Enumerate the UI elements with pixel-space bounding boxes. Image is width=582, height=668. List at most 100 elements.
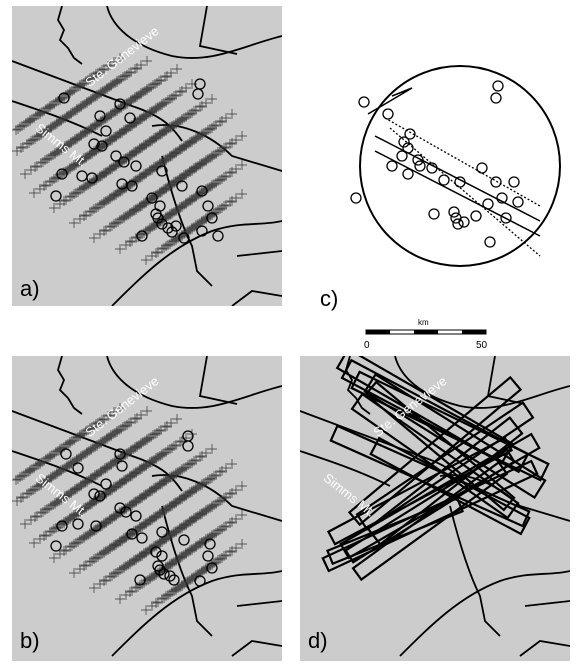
grid-cross: [112, 426, 122, 436]
epicenter-circle: [156, 550, 168, 562]
grid-cross: [161, 241, 171, 251]
epicenter-circle: [196, 225, 208, 237]
epicenter-circle: [130, 510, 142, 522]
grid-cross: [197, 479, 207, 489]
grid-cross: [130, 64, 140, 74]
grid-cross: [185, 195, 195, 205]
grid-cross: [145, 107, 155, 117]
epicenter-circle: [194, 575, 206, 587]
epicenter-circle: [130, 160, 142, 172]
grid-cross: [139, 461, 149, 471]
epicenter-circle: [426, 162, 438, 174]
grid-cross: [36, 479, 46, 489]
grid-cross: [159, 534, 169, 544]
grid-crosses-a: [12, 53, 247, 265]
epicenter-circle: [88, 138, 100, 150]
grid-cross: [110, 456, 120, 466]
grid-cross: [119, 533, 129, 543]
grid-cross: [149, 162, 159, 172]
grid-cross: [118, 72, 128, 82]
grid-cross: [15, 122, 25, 132]
grid-cross: [148, 80, 158, 90]
grid-cross: [97, 415, 107, 425]
epicenter-circle: [398, 136, 410, 148]
geology-line: [449, 505, 501, 637]
grid-cross: [30, 512, 40, 522]
grid-cross: [149, 483, 159, 493]
panel-label-a: a): [20, 276, 40, 301]
grid-cross: [166, 418, 176, 428]
grid-cross: [165, 559, 175, 569]
grid-cross: [160, 422, 170, 432]
epicenter-circle: [114, 502, 126, 514]
grid-cross: [139, 548, 149, 558]
geology-lines-b: [12, 356, 282, 657]
fault-rectangle: [326, 496, 464, 566]
geology-line: [161, 155, 213, 287]
grid-cross: [65, 437, 75, 447]
grid-cross: [231, 164, 241, 174]
epicenter-circle: [484, 236, 496, 248]
epicenter-circle: [402, 142, 414, 154]
epicenter-circles-c: [350, 80, 524, 248]
grid-cross: [89, 496, 99, 506]
grid-cross: [197, 129, 207, 139]
grid-cross: [142, 434, 152, 444]
epicenter-circle: [50, 540, 62, 552]
grid-cross: [119, 475, 129, 485]
grid-cross: [171, 468, 181, 478]
epicenter-circle: [90, 520, 102, 532]
grid-cross: [219, 522, 229, 532]
grid-cross: [231, 514, 241, 524]
grid-cross: [203, 475, 213, 485]
grid-cross: [145, 573, 155, 583]
dotted-line-2: [389, 127, 541, 257]
grid-cross: [139, 111, 149, 121]
dotted-line-1: [384, 117, 541, 207]
geology-line: [111, 570, 282, 657]
grid-cross: [96, 87, 106, 97]
epicenter-circle: [156, 218, 168, 230]
grid-cross: [109, 569, 119, 579]
grid-cross: [69, 539, 79, 549]
panel-b: Ste. Genevieve Simms Mt. b): [12, 356, 282, 661]
epicenter-circle: [126, 528, 138, 540]
epicenter-circle: [136, 230, 148, 242]
grid-cross: [225, 197, 235, 207]
grid-cross: [219, 143, 229, 153]
grid-cross: [56, 115, 66, 125]
grid-cross: [172, 64, 182, 74]
grid-cross: [136, 438, 146, 448]
epicenter-circle: [150, 546, 162, 558]
geology-line: [57, 6, 83, 65]
epicenter-circle: [50, 190, 62, 202]
grid-cross: [25, 115, 35, 125]
grid-cross: [115, 403, 125, 413]
geology-line: [394, 356, 570, 409]
grid-cross: [213, 176, 223, 186]
grid-cross: [129, 555, 139, 565]
epicenter-circle: [396, 150, 408, 162]
epicenter-circle: [182, 440, 194, 452]
panel-d: Ste. Genevieve Simms Mt. d): [300, 356, 570, 661]
epicenter-circle: [358, 96, 370, 108]
grid-cross: [237, 510, 247, 520]
grid-cross: [100, 463, 110, 473]
epicenter-circle: [114, 448, 126, 460]
epicenter-circles-b: [50, 430, 218, 587]
grid-cross: [166, 68, 176, 78]
grid-cross: [115, 244, 125, 254]
epicenter-circle: [176, 180, 188, 192]
grid-cross: [99, 576, 109, 586]
grid-cross: [201, 448, 211, 458]
epicenter-circle: [452, 218, 464, 230]
epicenter-circle: [202, 200, 214, 212]
grid-cross: [79, 153, 89, 163]
grid-cross: [45, 451, 55, 461]
rose-diagram-c: [350, 65, 561, 267]
grid-cross: [142, 406, 152, 416]
grid-cross: [66, 458, 76, 468]
grid-cross: [154, 426, 164, 436]
grid-cross: [213, 497, 223, 507]
grid-cross: [141, 605, 151, 615]
